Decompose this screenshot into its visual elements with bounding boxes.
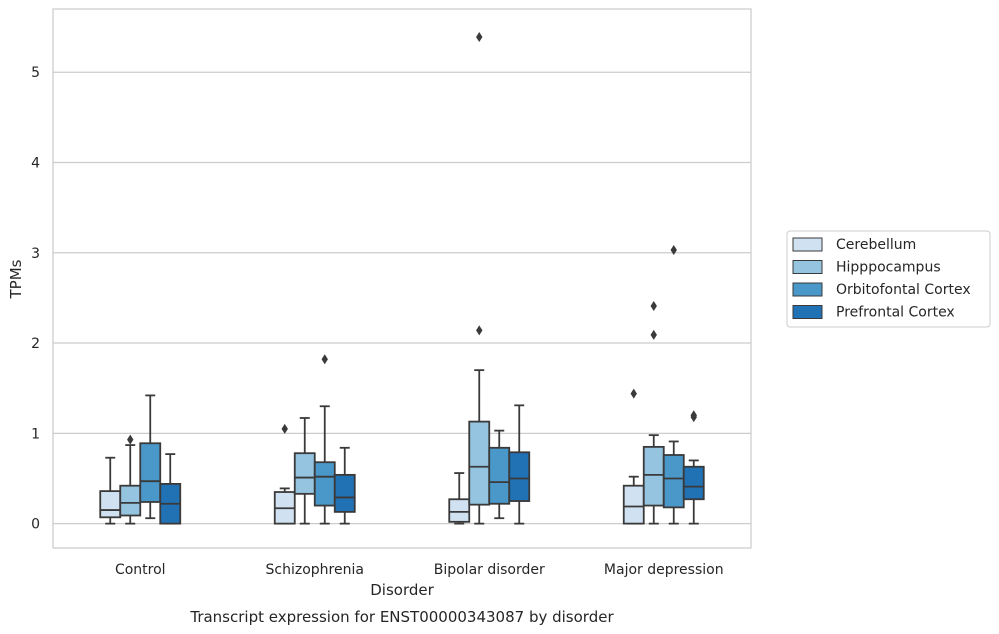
- box-prefrontal-cortex: [333, 446, 356, 525]
- x-axis-label: Disorder: [370, 581, 434, 599]
- chart-title: Transcript expression for ENST0000034308…: [189, 608, 614, 626]
- box-iqr: [682, 465, 705, 501]
- box-iqr: [333, 473, 356, 513]
- box-orbitofontal-cortex: [662, 245, 685, 525]
- legend-label: Orbitofontal Cortex: [836, 282, 971, 298]
- outlier-point: [650, 301, 657, 312]
- box-iqr: [622, 484, 645, 525]
- y-tick-label: 0: [31, 517, 40, 533]
- box-iqr: [662, 454, 685, 509]
- box-iqr: [448, 498, 471, 523]
- y-tick-label: 5: [31, 65, 40, 81]
- x-axis-ticks: Control Schizophrenia Bipolar disorder Majo…: [115, 562, 724, 578]
- y-axis-ticks: 0 1 2 3 4 5: [31, 65, 40, 532]
- x-tick-label: Bipolar disorder: [434, 562, 545, 578]
- box-iqr: [488, 446, 511, 505]
- box-cerebellum: [99, 456, 122, 525]
- legend-swatch: [792, 237, 823, 252]
- box-hipppocampus: [119, 434, 142, 525]
- outlier-point: [476, 31, 483, 42]
- outlier-point: [690, 410, 697, 421]
- y-tick-label: 4: [31, 155, 40, 171]
- box-prefrontal-cortex: [682, 410, 705, 525]
- box-hipppocampus: [293, 417, 316, 525]
- box-orbitofontal-cortex: [488, 429, 511, 520]
- box-iqr: [119, 484, 142, 517]
- legend-frame: [786, 230, 991, 328]
- box-cerebellum: [273, 423, 296, 525]
- y-tick-label: 1: [31, 426, 40, 442]
- x-tick-label: Control: [115, 562, 166, 578]
- box-orbitofontal-cortex: [313, 354, 336, 525]
- x-tick-label: Major depression: [604, 562, 724, 578]
- box-iqr: [468, 420, 491, 506]
- plot-frame: [52, 8, 752, 549]
- box-iqr: [313, 461, 336, 507]
- box-prefrontal-cortex: [508, 404, 531, 525]
- box-cerebellum: [448, 472, 471, 525]
- box-cerebellum: [622, 388, 645, 525]
- box-orbitofontal-cortex: [139, 394, 162, 520]
- legend-swatch: [792, 260, 823, 274]
- box-hipppocampus: [642, 301, 665, 525]
- outlier-point: [630, 388, 637, 399]
- box-iqr: [293, 452, 316, 495]
- y-tick-label: 3: [31, 246, 40, 262]
- box-prefrontal-cortex: [159, 453, 182, 525]
- box-hipppocampus: [468, 31, 491, 525]
- y-axis-label: TPMs: [7, 259, 25, 299]
- legend-swatch: [792, 305, 823, 319]
- box-iqr: [642, 445, 665, 507]
- x-tick-label: Schizophrenia: [266, 562, 364, 578]
- outlier-point: [476, 325, 483, 336]
- outlier-point: [650, 329, 657, 340]
- box-iqr: [99, 490, 122, 519]
- box-plot-area: [99, 31, 705, 525]
- outlier-point: [281, 423, 288, 434]
- legend-label: Hipppocampus: [836, 260, 941, 276]
- legend-label: Prefrontal Cortex: [836, 305, 955, 321]
- legend-label: Cerebellum: [836, 237, 916, 253]
- outlier-point: [670, 245, 677, 256]
- legend-swatch: [792, 282, 823, 297]
- box-iqr: [508, 451, 531, 502]
- legend: Cerebellum Hipppocampus Orbitofontal Corte…: [786, 230, 991, 328]
- y-tick-label: 2: [31, 336, 40, 352]
- outlier-point: [127, 434, 134, 445]
- outlier-point: [321, 354, 328, 365]
- box-iqr: [139, 442, 162, 503]
